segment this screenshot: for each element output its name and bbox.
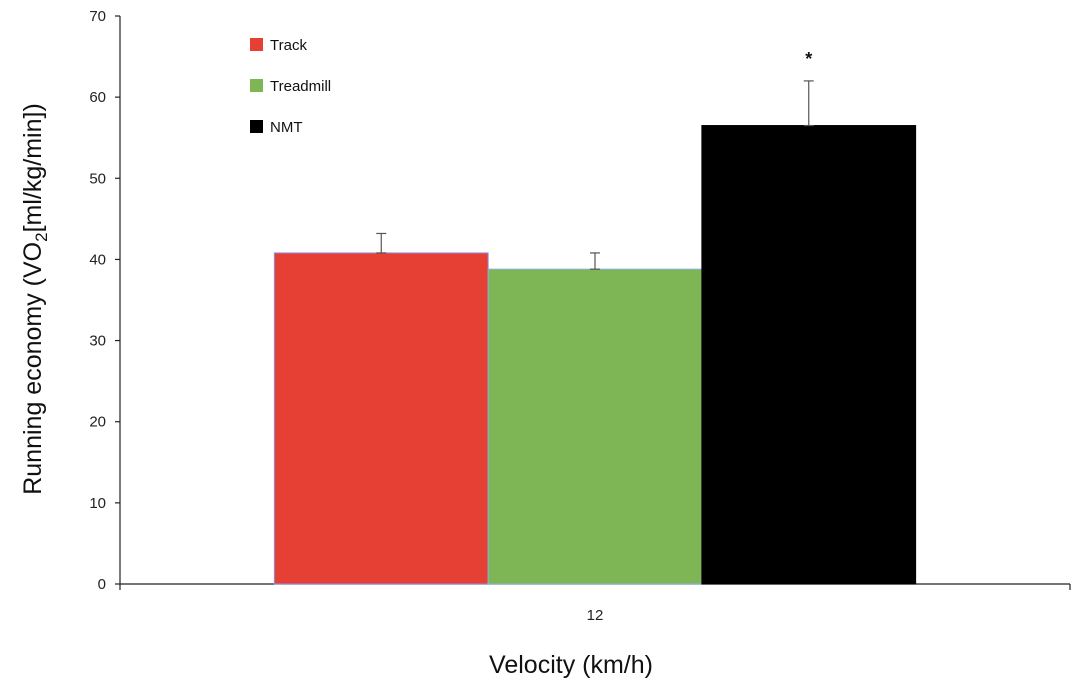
x-tick-label: 12	[587, 607, 604, 624]
legend-swatch-nmt	[250, 120, 263, 133]
error-bars	[376, 80, 814, 270]
bars	[273, 125, 917, 585]
legend-swatch-track	[250, 38, 263, 51]
legend-label-nmt: NMT	[270, 119, 303, 136]
y-tick-label: 60	[89, 89, 106, 106]
y-tick-label: 0	[98, 576, 106, 593]
y-axis-title-rest: [ml/kg/min])	[19, 103, 47, 232]
legend-swatch-treadmill	[250, 79, 263, 92]
y-tick-label: 20	[89, 414, 106, 431]
annotations: *	[805, 49, 812, 69]
bar-track	[273, 252, 489, 585]
bar-treadmill	[487, 268, 703, 585]
x-axis-title: Velocity (km/h)	[489, 651, 653, 679]
y-tick-label: 10	[89, 495, 106, 512]
y-axis-title-main: Running economy (VO	[19, 242, 47, 495]
y-tick-label: 40	[89, 251, 106, 268]
bar-nmt	[701, 125, 917, 585]
y-tick-label: 30	[89, 333, 106, 350]
y-axis-title: Running economy (VO2[ml/kg/min])	[19, 103, 51, 495]
y-tick-label: 50	[89, 170, 106, 187]
y-axis: 0 10 20 30 40 50 60 70	[89, 8, 121, 593]
legend-label-track: Track	[270, 37, 307, 54]
x-axis: 12	[119, 583, 1071, 624]
y-tick-label: 70	[89, 8, 106, 25]
legend: Track Treadmill NMT	[250, 37, 331, 136]
significance-marker: *	[805, 49, 812, 69]
y-axis-title-subscript: 2	[32, 232, 51, 241]
legend-label-treadmill: Treadmill	[270, 78, 331, 95]
